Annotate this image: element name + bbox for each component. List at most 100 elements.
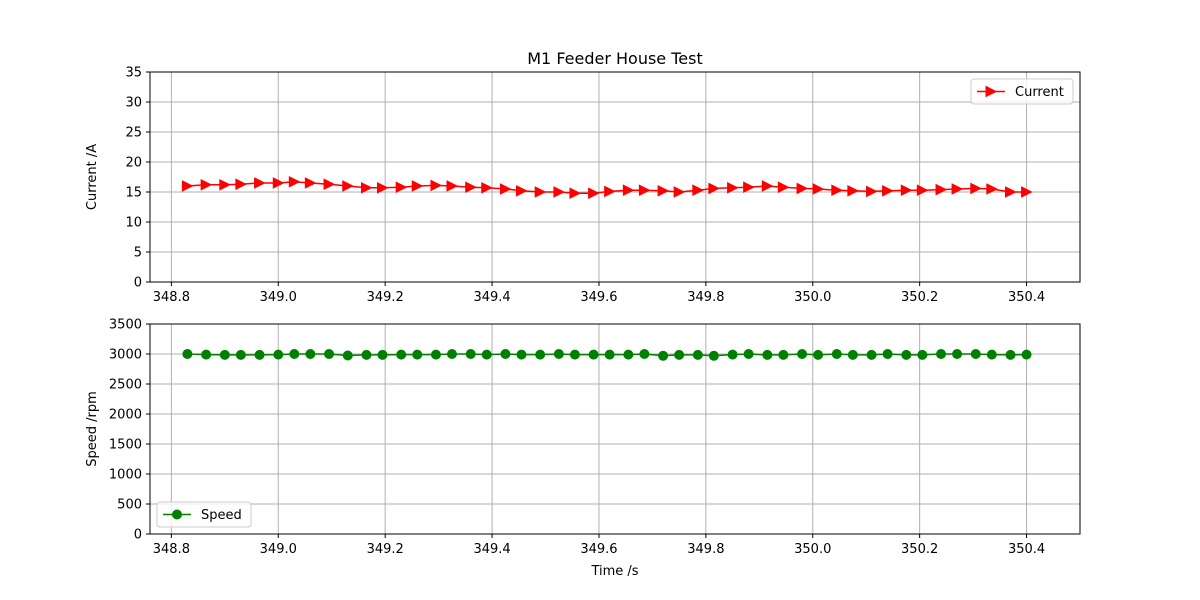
x-tick-label: 350.2 — [901, 290, 938, 305]
data-point — [1005, 186, 1017, 198]
data-point — [986, 349, 997, 360]
speed-chart: 348.8 349.0 349.2 349.4 349.6 349.8 350.0 350.2… — [85, 318, 1081, 579]
data-point — [411, 180, 424, 192]
data-point — [465, 349, 476, 359]
y-axis-label: Speed /rpm — [85, 391, 100, 467]
y-tick-label: 2500 — [109, 378, 142, 393]
axis-ticks: 348.8 349.0 349.2 349.4 349.6 349.8 350.0 350.2… — [125, 66, 1045, 306]
data-point — [743, 181, 755, 194]
legend: Speed — [156, 501, 252, 528]
current-chart: 348.8 349.0 349.2 349.4 349.6 349.8 350.0 350.2… — [85, 66, 1081, 306]
data-point — [831, 184, 843, 197]
x-axis-label: Time /s — [590, 564, 638, 579]
data-point — [272, 177, 285, 189]
x-tick-label: 349.4 — [473, 290, 510, 305]
x-tick-label: 349.4 — [473, 542, 510, 557]
x-tick-label: 349.8 — [687, 542, 724, 557]
data-point — [1005, 349, 1016, 360]
data-point — [273, 349, 284, 360]
data-point — [727, 181, 739, 194]
data-point — [970, 182, 982, 195]
data-point — [951, 183, 964, 195]
y-tick-label: 30 — [125, 96, 142, 111]
data-point — [430, 179, 443, 192]
data-point — [235, 178, 247, 191]
data-point — [219, 178, 231, 191]
x-tick-label: 349.0 — [260, 542, 297, 557]
y-tick-label: 3000 — [109, 348, 142, 363]
data-point — [692, 184, 704, 197]
legend-label: Speed — [201, 508, 242, 523]
data-point — [813, 349, 824, 360]
x-tick-label: 348.8 — [153, 542, 190, 557]
data-point — [639, 349, 650, 359]
data-point — [360, 181, 373, 194]
x-tick-label: 349.8 — [687, 290, 724, 305]
x-tick-label: 350.2 — [901, 542, 938, 557]
data-point — [1021, 186, 1033, 198]
y-tick-label: 25 — [125, 126, 142, 141]
x-tick-label: 349.0 — [260, 290, 297, 305]
data-point — [708, 350, 719, 361]
legend-marker — [985, 85, 998, 98]
data-point — [516, 349, 527, 360]
data-point — [936, 349, 947, 359]
x-tick-label: 349.2 — [367, 542, 404, 557]
data-point — [847, 184, 859, 197]
data-point — [952, 349, 963, 359]
data-point — [342, 180, 354, 192]
axis-ticks: 348.8 349.0 349.2 349.4 349.6 349.8 350.0 350.2… — [109, 318, 1045, 558]
data-point — [622, 184, 635, 197]
data-point — [901, 349, 912, 360]
data-point — [288, 175, 301, 188]
data-point — [986, 183, 998, 195]
data-point — [569, 187, 582, 200]
y-tick-label: 35 — [125, 66, 142, 81]
data-point — [604, 349, 615, 360]
data-point — [762, 349, 773, 360]
data-point — [235, 349, 246, 360]
data-point — [970, 349, 981, 359]
data-point — [692, 349, 703, 360]
data-point — [465, 181, 477, 194]
data-point — [916, 184, 929, 197]
data-point — [395, 181, 408, 194]
x-tick-label: 350.0 — [794, 290, 831, 305]
data-point — [727, 349, 738, 360]
data-point — [900, 184, 913, 197]
y-tick-label: 500 — [117, 498, 142, 513]
x-tick-label: 350.4 — [1008, 542, 1045, 557]
series-speed — [182, 349, 1032, 361]
data-point — [342, 350, 353, 361]
legend-marker — [172, 509, 182, 520]
data-point — [361, 349, 372, 360]
data-point — [588, 349, 599, 360]
plot-frame — [149, 323, 1081, 535]
data-point — [1021, 349, 1032, 360]
y-tick-label: 5 — [134, 246, 142, 261]
data-point — [304, 177, 317, 189]
data-point — [182, 349, 193, 359]
y-tick-label: 0 — [134, 528, 142, 543]
data-point — [604, 185, 616, 198]
legend-box — [970, 78, 1074, 105]
x-tick-label: 349.2 — [367, 290, 404, 305]
legend: Current — [970, 78, 1074, 105]
data-point — [673, 186, 686, 198]
data-point — [446, 180, 459, 192]
data-point — [812, 183, 825, 195]
plot-frame — [149, 71, 1081, 283]
data-point — [553, 186, 565, 198]
data-point — [323, 178, 336, 191]
data-point — [201, 349, 212, 360]
data-point — [708, 182, 720, 195]
legend-label: Current — [1015, 85, 1064, 100]
x-tick-label: 348.8 — [153, 290, 190, 305]
data-point — [658, 350, 669, 361]
data-point — [534, 186, 547, 198]
data-point — [777, 181, 790, 194]
data-point — [588, 187, 600, 200]
data-point — [882, 184, 894, 197]
data-point — [289, 349, 300, 359]
